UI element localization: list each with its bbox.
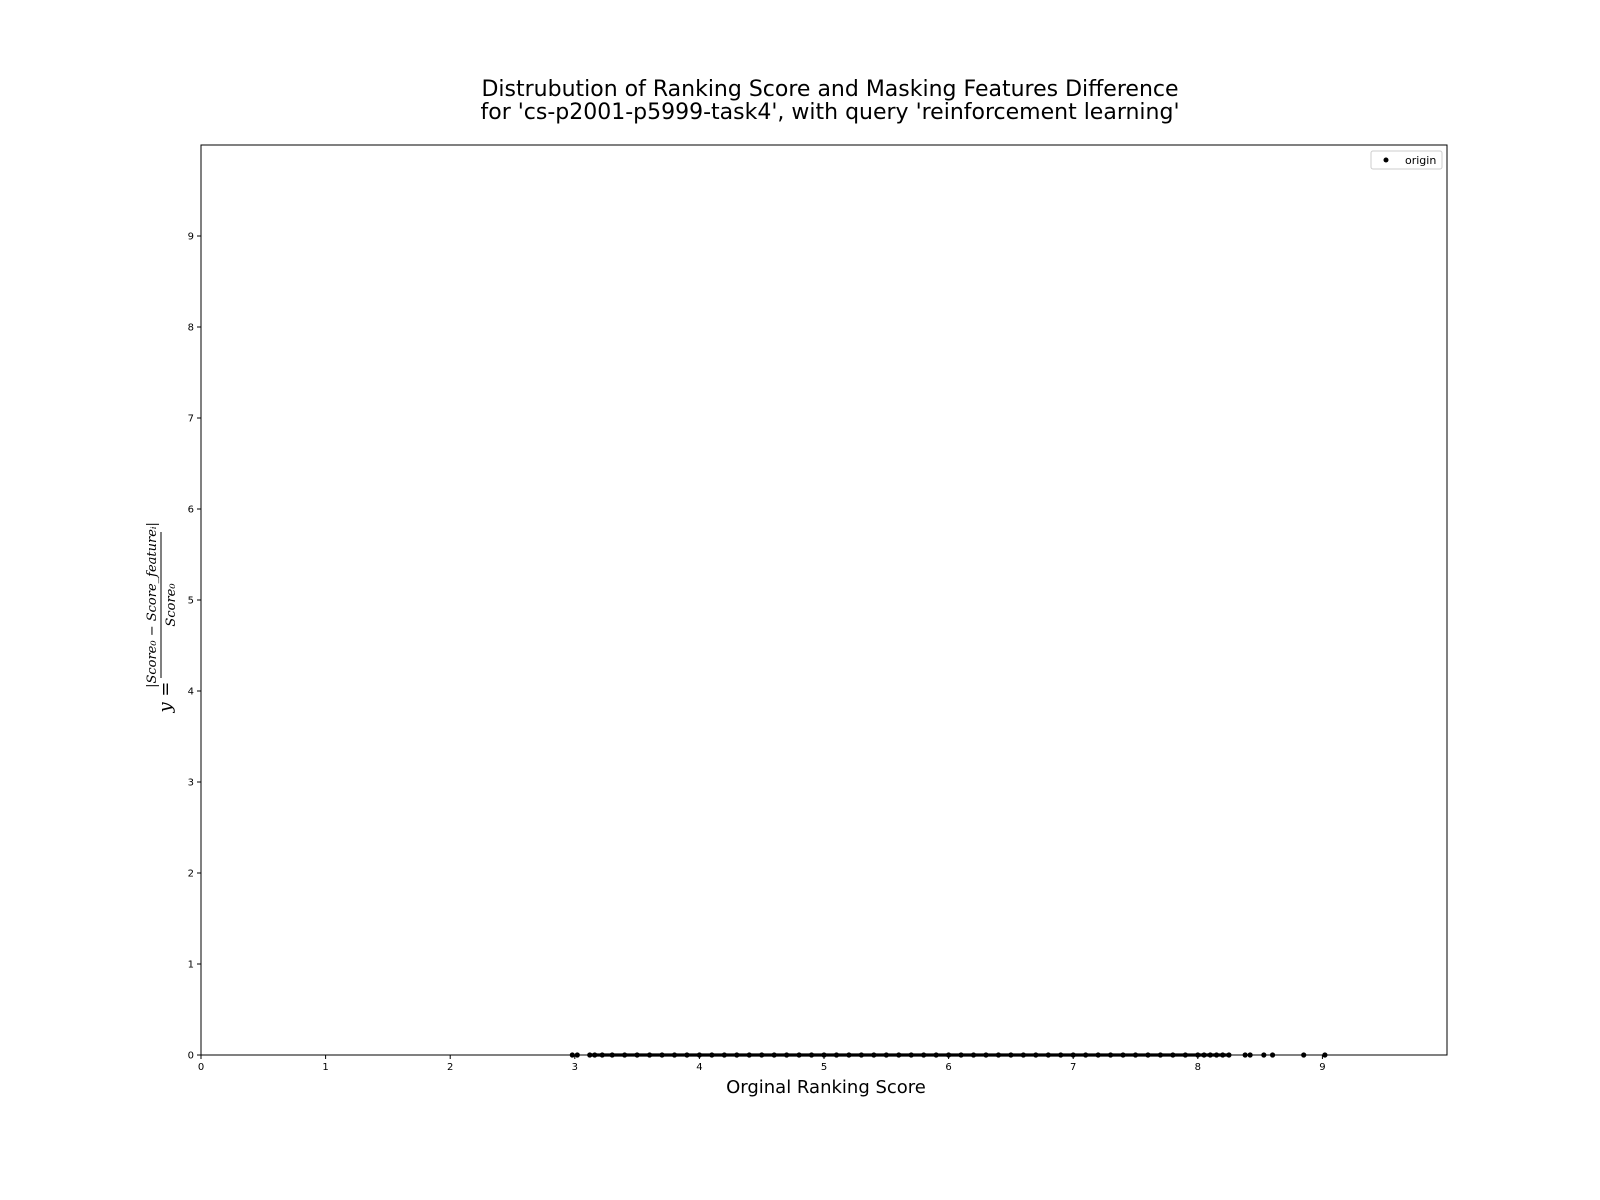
legend-box: [1370, 150, 1443, 170]
legend: origin: [1370, 150, 1443, 170]
y-axis-label-denominator: Score₀: [164, 583, 179, 627]
x-tick-label: 0: [198, 1062, 204, 1073]
plot-frame: [200, 144, 1448, 1056]
x-axis-label: Orginal Ranking Score: [726, 1077, 926, 1098]
y-axis-label-prefix: y =: [155, 682, 176, 714]
y-tick-label: 5: [188, 596, 194, 607]
y-tick-label: 4: [188, 687, 194, 698]
x-tick-label: 4: [696, 1062, 702, 1073]
y-tick-label: 9: [188, 232, 194, 243]
x-tick-label: 8: [1195, 1062, 1201, 1073]
x-tick-label: 5: [821, 1062, 827, 1073]
y-tick-label: 3: [188, 778, 194, 789]
x-tick-label: 6: [945, 1062, 951, 1073]
y-tick-label: 8: [188, 323, 194, 334]
y-tick-label: 6: [188, 505, 194, 516]
chart-title-line-1: Distrubution of Ranking Score and Maskin…: [481, 77, 1179, 102]
x-tick-label: 3: [572, 1062, 578, 1073]
y-tick-label: 2: [188, 869, 194, 880]
y-axis-label: y = |Score₀ − Score_featureᵢ| Score₀: [145, 522, 179, 713]
x-tick-label: 9: [1319, 1062, 1325, 1073]
legend-marker-origin: [1383, 157, 1389, 163]
y-tick-label: 7: [188, 414, 194, 425]
chart-title-line-2: for 'cs-p2001-p5999-task4', with query '…: [480, 100, 1180, 125]
chart-title: Distrubution of Ranking Score and Maskin…: [0, 78, 1600, 124]
x-tick-label: 2: [447, 1062, 453, 1073]
y-axis-label-numerator: |Score₀ − Score_featureᵢ|: [145, 522, 160, 688]
y-tick-label: 1: [188, 960, 194, 971]
y-tick-label: 0: [188, 1051, 194, 1062]
axes: 0 1 2 3 4 5 6 7 8 9 0 1 2 3 4 5 6 7 8 9: [188, 144, 1448, 1073]
x-tick-label: 7: [1070, 1062, 1076, 1073]
legend-label-origin: origin: [1405, 154, 1436, 167]
x-tick-label: 1: [322, 1062, 328, 1073]
